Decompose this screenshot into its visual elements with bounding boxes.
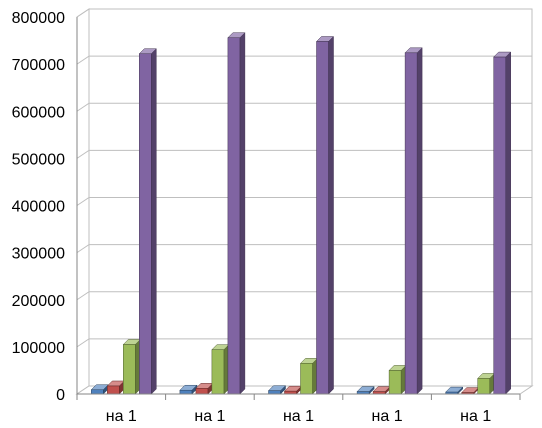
- bar-side: [151, 48, 157, 395]
- gridline: [76, 8, 532, 18]
- bar-front: [195, 388, 209, 395]
- bar-front: [388, 370, 402, 395]
- x-tick-label: на 1: [283, 408, 314, 425]
- gridline: [76, 338, 532, 348]
- y-tick-label: 500000: [12, 151, 65, 168]
- bar: [315, 35, 335, 395]
- bar: [122, 338, 141, 395]
- bar: [138, 48, 157, 395]
- x-axis: на 1 на 1 на 1 на 1 на 1: [76, 393, 521, 425]
- gridline: [76, 291, 532, 301]
- y-tick-label: 0: [56, 387, 65, 404]
- bar-side: [505, 51, 511, 395]
- bar-front: [123, 344, 136, 395]
- bar-front: [107, 385, 120, 395]
- bar-side: [239, 32, 246, 395]
- y-tick-label: 200000: [12, 293, 65, 310]
- bar-front: [404, 52, 418, 395]
- bar-front: [300, 363, 313, 395]
- bar: [445, 386, 464, 395]
- bar-front: [179, 389, 193, 395]
- bar-front: [493, 56, 506, 395]
- bar: [477, 372, 496, 395]
- bar-front: [211, 349, 225, 395]
- bar-front: [477, 378, 490, 395]
- y-tick-label: 100000: [12, 340, 65, 357]
- bar: [179, 384, 198, 395]
- x-tick-label: на 1: [460, 408, 491, 425]
- x-tick-label: на 1: [194, 408, 225, 425]
- bar-side: [416, 47, 423, 395]
- bar: [356, 386, 375, 395]
- bar-side: [328, 35, 334, 395]
- bar: [404, 47, 423, 395]
- gridline: [76, 244, 532, 254]
- y-tick-label: 700000: [12, 57, 65, 74]
- x-tick-label: на 1: [372, 408, 403, 425]
- gridline: [76, 197, 532, 206]
- gridline: [76, 149, 532, 159]
- y-tick-label: 600000: [12, 104, 65, 121]
- bar-front: [139, 53, 152, 395]
- bar: [299, 357, 319, 395]
- bar-front: [316, 41, 329, 395]
- bars: [90, 32, 512, 395]
- gridline: [76, 55, 532, 65]
- bar: [267, 385, 287, 395]
- y-tick-label: 400000: [12, 199, 65, 216]
- bar: [227, 32, 246, 395]
- gridline: [76, 102, 532, 112]
- y-tick-label: 300000: [12, 246, 65, 263]
- bar-front: [227, 37, 241, 395]
- bar: [211, 344, 230, 395]
- bar: [388, 364, 407, 395]
- bar-front: [91, 389, 104, 395]
- y-tick-label: 800000: [12, 10, 65, 27]
- y-axis: 0 100000 200000 300000 400000 500000 600000 700…: [12, 10, 78, 404]
- bar: [493, 51, 512, 395]
- x-tick-label: на 1: [106, 408, 137, 425]
- bar: [106, 380, 125, 395]
